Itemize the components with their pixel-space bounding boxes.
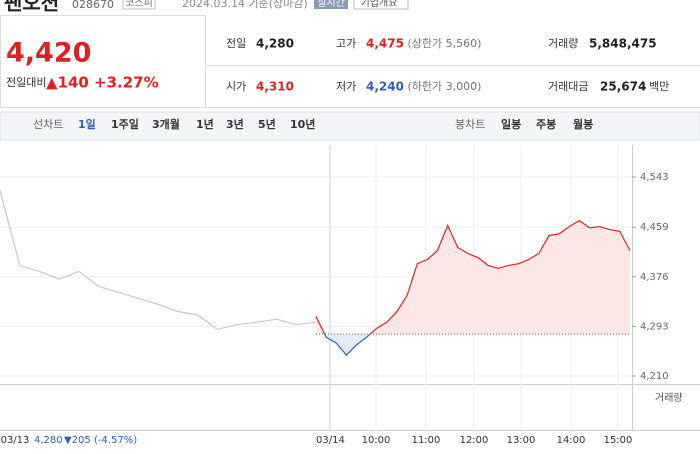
prev-price: 4,280: [34, 435, 63, 446]
tab[interactable]: 일봉: [501, 117, 521, 131]
stock-code: 028670: [72, 0, 114, 11]
x-tick-label: 03/13: [1, 435, 30, 446]
tab[interactable]: 3개월: [152, 117, 180, 131]
tab[interactable]: 1일: [78, 117, 96, 131]
line: [315, 219, 631, 335]
market-badge: [122, 0, 156, 10]
volume-label: 거래량: [655, 392, 683, 404]
item-note: (상한가 5,560): [408, 37, 482, 50]
x-tick-label: 11:00: [412, 435, 441, 446]
tab[interactable]: 5년: [258, 117, 276, 131]
realtime[interactable]: 실시간: [317, 0, 345, 9]
y-tick-label: 4,376: [640, 272, 669, 283]
tab-group-label: 선차트: [33, 118, 63, 131]
change-label: 전일대비: [6, 75, 46, 89]
y-tick-label: 4,293: [640, 321, 669, 332]
date: 2024.03.14 기준(장마감): [182, 0, 308, 10]
x-tick-label: 12:00: [460, 435, 489, 446]
item-value: 25,674: [600, 80, 646, 94]
tab[interactable]: 월봉: [573, 117, 593, 131]
item-label: 시가: [226, 80, 246, 93]
company[interactable]: 기업개요: [361, 0, 398, 9]
y-tick-label: 4,459: [640, 222, 669, 233]
change-rate: +3.27%: [94, 74, 159, 92]
price-box: [0, 15, 206, 108]
x-tick-label: 03/14: [316, 435, 345, 446]
x-tick-label: 15:00: [604, 435, 633, 446]
item-note: (하한가 3,000): [408, 79, 482, 93]
item-value: 5,848,475: [589, 37, 657, 51]
item-label: 고가: [336, 37, 356, 50]
x-tick-label: 14:00: [557, 435, 586, 446]
x-tick-label: 10:00: [362, 435, 391, 446]
tab[interactable]: 3년: [226, 117, 244, 131]
item-value: 4,280: [256, 37, 294, 51]
tab-group-label: 봉차트: [455, 118, 485, 131]
area: [316, 220, 630, 335]
x-tick-label: 13:00: [507, 435, 536, 446]
change: ▲140: [46, 74, 89, 92]
line: [323, 334, 371, 356]
stock-name: 팬오션: [4, 0, 59, 15]
item-label: 거래대금: [548, 80, 588, 93]
item-label: 저가: [336, 80, 356, 93]
y-tick-label: 4,210: [640, 371, 669, 382]
item-value: 4,310: [256, 80, 294, 94]
tab[interactable]: 10년: [290, 117, 315, 131]
realtime-btn[interactable]: [314, 0, 348, 9]
item-unit: 백만: [649, 80, 669, 93]
item-value: 4,475: [366, 37, 404, 51]
tab[interactable]: 주봉: [536, 118, 556, 131]
item-label: 거래량: [548, 37, 578, 50]
item-label: 전일: [226, 36, 246, 50]
company-btn[interactable]: [353, 0, 409, 10]
line: [0, 189, 317, 331]
market: 코스피: [125, 0, 153, 9]
area: [324, 334, 371, 356]
item-value: 4,240: [366, 80, 404, 94]
tab[interactable]: 1년: [196, 117, 214, 131]
price: 4,420: [6, 38, 91, 69]
prev-change: ▼205 (-4.57%): [64, 435, 137, 446]
tab[interactable]: 1주일: [111, 117, 139, 131]
y-tick-label: 4,543: [640, 172, 669, 183]
tab-bar: [0, 111, 700, 141]
